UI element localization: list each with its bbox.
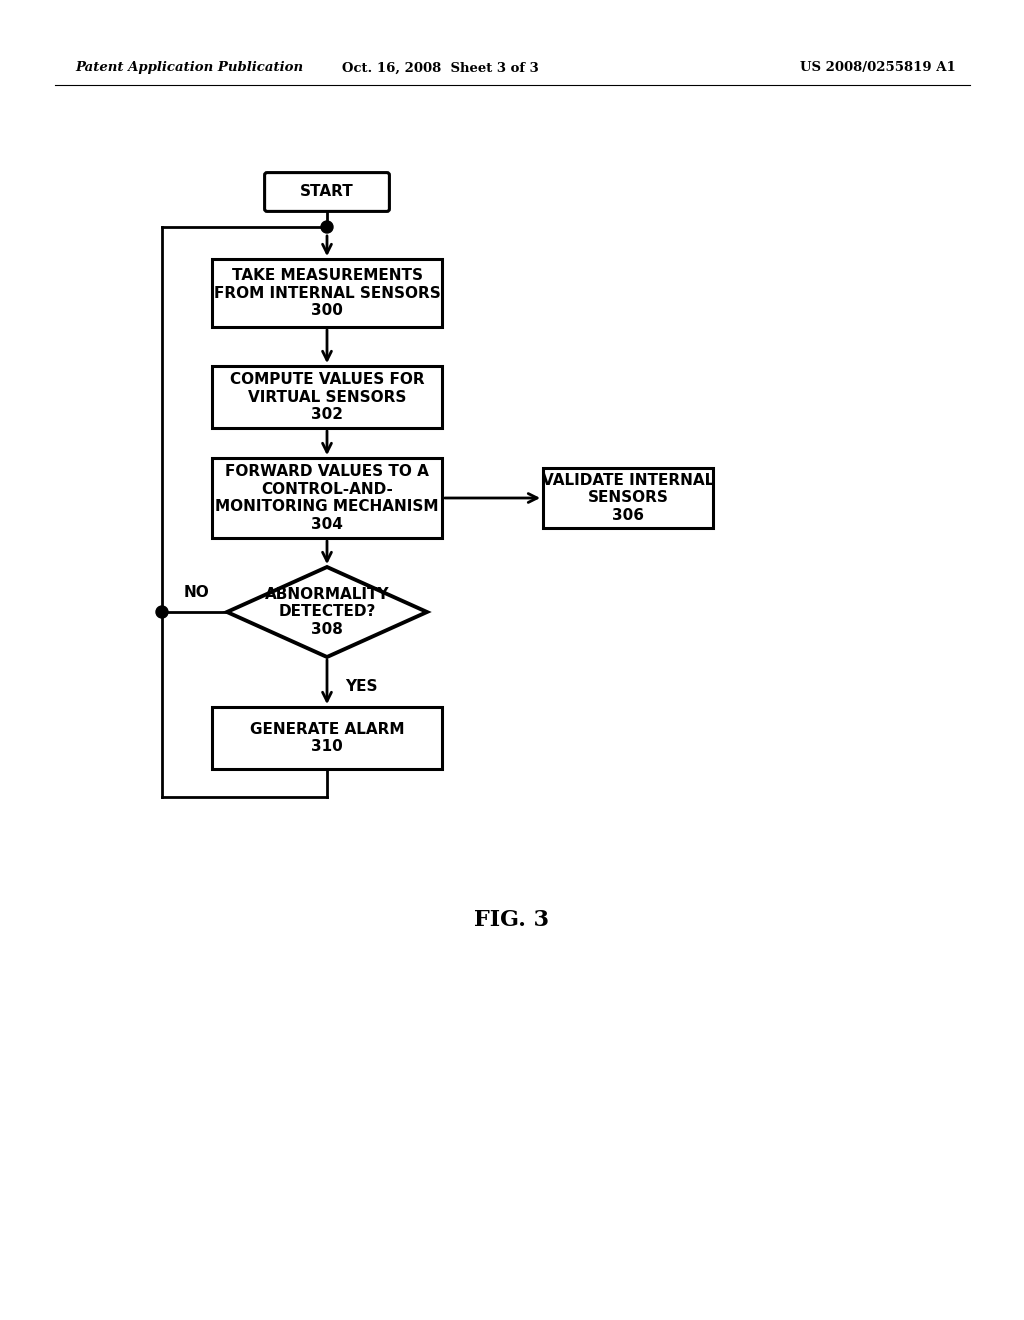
Text: COMPUTE VALUES FOR
VIRTUAL SENSORS
302: COMPUTE VALUES FOR VIRTUAL SENSORS 302 xyxy=(229,372,424,422)
Text: NO: NO xyxy=(184,585,210,601)
Text: TAKE MEASUREMENTS
FROM INTERNAL SENSORS
300: TAKE MEASUREMENTS FROM INTERNAL SENSORS … xyxy=(214,268,440,318)
Circle shape xyxy=(156,606,168,618)
Text: Patent Application Publication: Patent Application Publication xyxy=(75,62,303,74)
Text: GENERATE ALARM
310: GENERATE ALARM 310 xyxy=(250,722,404,754)
Bar xyxy=(212,259,442,327)
Text: FIG. 3: FIG. 3 xyxy=(474,909,550,931)
Bar xyxy=(212,708,442,770)
Bar xyxy=(212,366,442,428)
Text: ABNORMALITY
DETECTED?
308: ABNORMALITY DETECTED? 308 xyxy=(264,587,389,636)
Polygon shape xyxy=(227,568,427,657)
Text: YES: YES xyxy=(345,678,378,694)
Bar xyxy=(543,469,713,528)
FancyBboxPatch shape xyxy=(264,173,389,211)
Text: US 2008/0255819 A1: US 2008/0255819 A1 xyxy=(800,62,955,74)
Bar xyxy=(212,458,442,539)
Text: START: START xyxy=(300,185,354,199)
Circle shape xyxy=(321,220,333,234)
Text: VALIDATE INTERNAL
SENSORS
306: VALIDATE INTERNAL SENSORS 306 xyxy=(542,473,714,523)
Text: Oct. 16, 2008  Sheet 3 of 3: Oct. 16, 2008 Sheet 3 of 3 xyxy=(342,62,539,74)
Text: FORWARD VALUES TO A
CONTROL-AND-
MONITORING MECHANISM
304: FORWARD VALUES TO A CONTROL-AND- MONITOR… xyxy=(215,465,438,532)
